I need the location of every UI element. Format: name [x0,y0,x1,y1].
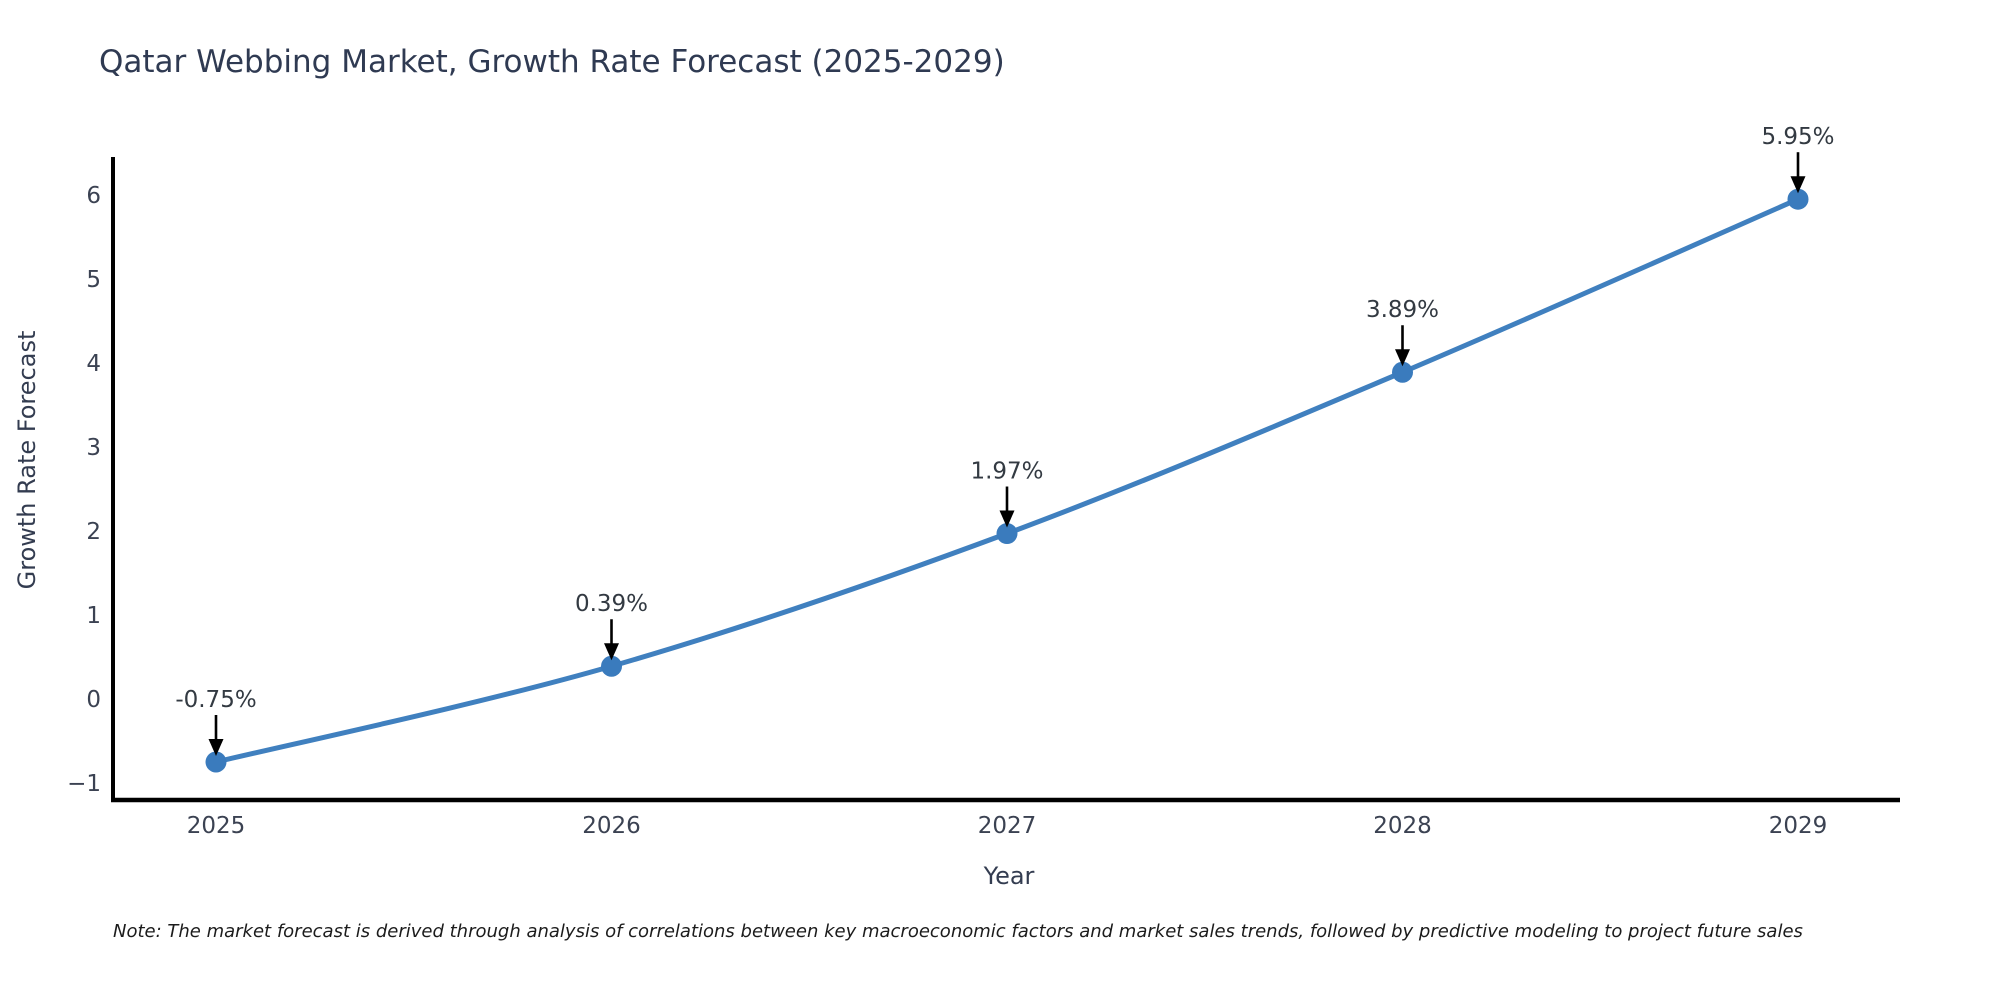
data-point-marker [601,655,622,677]
x-tick-label: 2028 [1373,813,1432,839]
annotation-arrowhead [604,643,619,661]
y-tick-label: 1 [86,603,101,629]
data-point-marker [996,523,1018,545]
y-tick-label: 5 [86,267,101,293]
annotation-arrowhead [1395,349,1410,367]
data-point-marker [1787,188,1809,210]
y-tick-label: 4 [86,351,101,377]
y-tick-label: 2 [86,519,101,545]
annotation-arrowhead [1790,176,1806,194]
x-tick-label: 2029 [1769,813,1828,839]
y-tick-label: 0 [86,687,101,713]
annotation-label: 1.97% [970,459,1043,485]
y-tick-label: 6 [86,183,101,209]
annotation-label: 5.95% [1761,124,1834,150]
x-tick-label: 2027 [978,813,1037,839]
x-axis-label: Year [983,862,1035,890]
chart-title: Qatar Webbing Market, Growth Rate Foreca… [99,44,1005,80]
data-point-marker [1392,361,1413,383]
data-point-marker [205,751,227,773]
annotation-label: 0.39% [575,591,648,617]
y-tick-label: 3 [86,435,101,461]
x-tick-label: 2026 [582,813,641,839]
footnote: Note: The market forecast is derived thr… [113,921,1803,942]
annotation-label: -0.75% [175,687,256,713]
annotation-arrowhead [999,510,1015,528]
annotation-label: 3.89% [1366,297,1439,323]
annotation-arrowhead [208,739,224,756]
x-tick-label: 2025 [187,813,246,839]
y-tick-label: −1 [67,771,101,797]
